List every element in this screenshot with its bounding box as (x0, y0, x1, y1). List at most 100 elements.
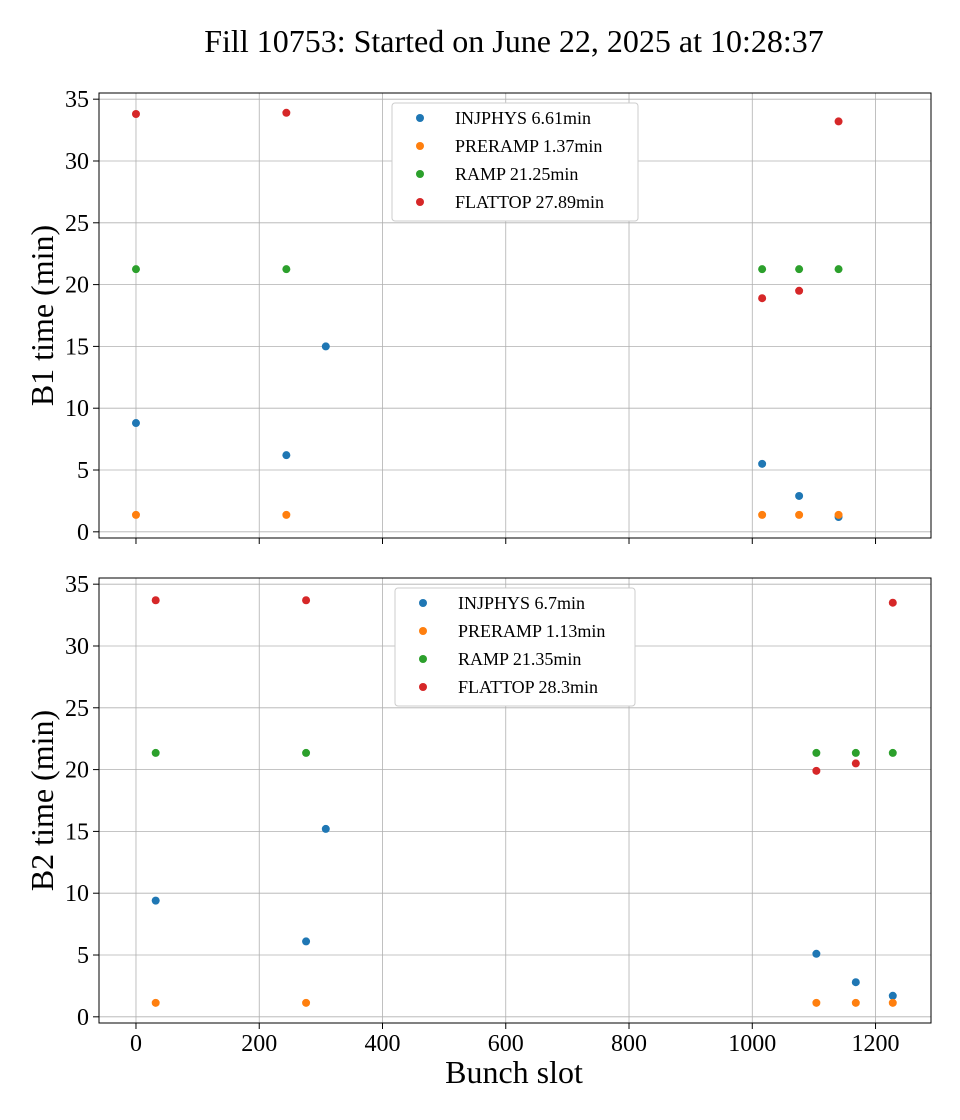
series-injphys (151, 824, 897, 1000)
data-point (302, 937, 311, 946)
data-point (851, 759, 860, 768)
y-tick-label: 15 (65, 819, 89, 845)
data-point (131, 265, 140, 274)
series-flattop (151, 596, 897, 775)
data-point (795, 491, 804, 500)
y-tick-label: 10 (65, 881, 89, 907)
legend-marker (416, 170, 424, 178)
legend-marker (419, 599, 427, 607)
panel-b2: 0 200 400 600 800 1000 1200 0 5 10 15 20 25 30 35 B2 ti… (24, 572, 932, 1057)
data-point (795, 286, 804, 295)
y-tick-label: 25 (65, 211, 89, 237)
data-point (758, 459, 767, 468)
y-tick-label: 25 (65, 696, 89, 722)
data-point (888, 998, 897, 1007)
data-point (834, 117, 843, 126)
data-point (758, 265, 767, 274)
data-point (888, 598, 897, 607)
y-axis-label: B2 time (min) (24, 710, 60, 891)
data-point (812, 766, 821, 775)
y-tick-label: 5 (77, 943, 89, 969)
x-tick-label: 600 (488, 1031, 524, 1057)
y-tick-label: 30 (65, 149, 89, 175)
data-point (834, 265, 843, 274)
data-point (888, 991, 897, 1000)
legend-frame (391, 102, 639, 222)
data-point (282, 265, 291, 274)
legend-marker (416, 114, 424, 122)
x-tick-label: 1000 (728, 1031, 776, 1057)
legend-label: FLATTOP 28.3min (458, 677, 598, 697)
y-tick-label: 15 (65, 334, 89, 360)
y-tick-label: 5 (77, 458, 89, 484)
series-ramp (151, 748, 897, 757)
legend-label: FLATTOP 27.89min (455, 192, 604, 212)
legend: INJPHYS 6.61min PRERAMP 1.37min RAMP 21.25… (391, 102, 639, 222)
x-tick-label: 400 (364, 1031, 400, 1057)
y-tick-label: 0 (77, 1005, 89, 1031)
legend-frame (394, 587, 636, 707)
legend-label: RAMP 21.25min (455, 164, 578, 184)
legend-marker (419, 627, 427, 635)
x-tick-label: 200 (241, 1031, 277, 1057)
y-tick-label: 20 (65, 758, 89, 784)
data-point (758, 294, 767, 303)
legend-label: RAMP 21.35min (458, 649, 581, 669)
series-ramp (131, 265, 843, 274)
data-point (151, 998, 160, 1007)
series-injphys (131, 342, 843, 521)
y-tick-label: 20 (65, 273, 89, 299)
data-point (282, 108, 291, 117)
legend-label: PRERAMP 1.37min (455, 136, 602, 156)
legend: INJPHYS 6.7min PRERAMP 1.13min RAMP 21.35m… (394, 587, 636, 707)
x-tick-label: 800 (611, 1031, 647, 1057)
data-point (282, 510, 291, 519)
data-point (302, 596, 311, 605)
data-point (131, 510, 140, 519)
data-point (888, 748, 897, 757)
y-tick-label: 35 (65, 572, 89, 598)
data-point (131, 110, 140, 119)
series-preramp (131, 510, 843, 519)
axes-frame (98, 577, 932, 1024)
legend-label: INJPHYS 6.61min (455, 108, 591, 128)
data-point (321, 824, 330, 833)
legend-label: PRERAMP 1.13min (458, 621, 605, 641)
y-tick-label: 10 (65, 396, 89, 422)
data-point (302, 748, 311, 757)
series-flattop (131, 108, 843, 303)
legend-marker (416, 142, 424, 150)
data-point (151, 596, 160, 605)
data-point (795, 510, 804, 519)
x-tick-label: 1200 (852, 1031, 900, 1057)
y-axis-label: B1 time (min) (24, 225, 60, 406)
data-point (282, 451, 291, 460)
data-point (851, 748, 860, 757)
data-point (812, 998, 821, 1007)
y-tick-label: 0 (77, 520, 89, 546)
y-tick-label: 35 (65, 87, 89, 113)
legend-marker (419, 655, 427, 663)
legend-label: INJPHYS 6.7min (458, 593, 585, 613)
data-point (151, 896, 160, 905)
data-point (131, 419, 140, 428)
data-point (758, 510, 767, 519)
legend-marker (419, 683, 427, 691)
data-point (151, 748, 160, 757)
data-point (812, 748, 821, 757)
y-tick-label: 30 (65, 634, 89, 660)
data-point (812, 949, 821, 958)
axes-frame (98, 92, 932, 539)
series-preramp (151, 998, 897, 1007)
x-tick-label: 0 (130, 1031, 142, 1057)
data-point (851, 978, 860, 987)
chart-title: Fill 10753: Started on June 22, 2025 at … (204, 23, 824, 59)
data-point (851, 998, 860, 1007)
x-axis-label: Bunch slot (445, 1054, 583, 1090)
legend-marker (416, 198, 424, 206)
data-point (834, 510, 843, 519)
data-point (321, 342, 330, 351)
data-point (302, 998, 311, 1007)
data-point (795, 265, 804, 274)
